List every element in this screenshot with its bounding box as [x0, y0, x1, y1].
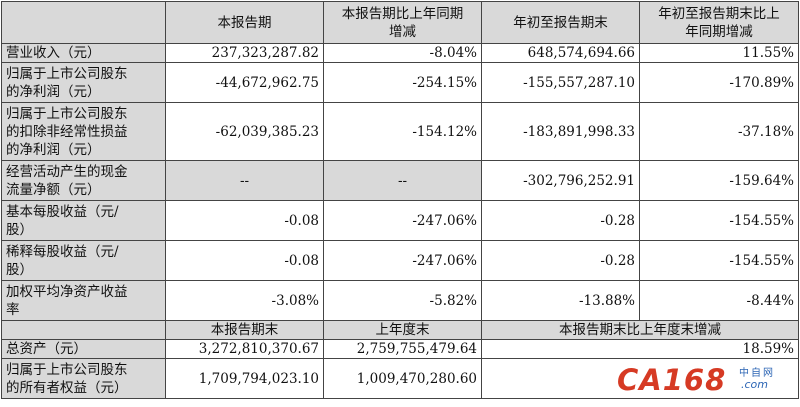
cell-value: -154.55% — [639, 200, 799, 241]
cell-value: -44,672,962.75 — [165, 62, 324, 103]
row-label: 加权平均净资产收益 率 — [1, 280, 166, 321]
financial-summary-table: 本报告期 本报告期比上年同期 增减 年初至报告期末 年初至报告期末比上 年同期增… — [1, 1, 799, 399]
cell-value: -0.28 — [481, 240, 640, 281]
cell-value: 648,574,694.66 — [481, 43, 640, 63]
cell-value: -247.06% — [323, 240, 482, 281]
row-label: 基本每股收益（元/ 股） — [1, 200, 166, 241]
cell-value: -254.15% — [323, 62, 482, 103]
cell-value: -247.06% — [323, 200, 482, 241]
cell-value: -154.55% — [639, 240, 799, 281]
row-label: 归属于上市公司股东 的扣除非经常性损益 的净利润（元） — [1, 102, 166, 161]
table-row: 经营活动产生的现金 流量净额（元） -- -- -302,796,252.91 … — [1, 160, 799, 201]
cell-value: -0.08 — [165, 200, 324, 241]
cell-value: 1,709,794,023.10 — [165, 358, 324, 399]
cell-value: -155,557,287.10 — [481, 62, 640, 103]
table-row: 总资产（元） 3,272,810,370.67 2,759,755,479.64… — [1, 339, 799, 359]
cell-value: -8.44% — [639, 280, 799, 321]
table-row: 营业收入（元） 237,323,287.82 -8.04% 648,574,69… — [1, 43, 799, 63]
header-current-period: 本报告期 — [165, 1, 324, 44]
header-ytd: 年初至报告期末 — [481, 1, 640, 44]
header-period-end: 本报告期末 — [165, 320, 324, 340]
table-row: 稀释每股收益（元/ 股） -0.08 -247.06% -0.28 -154.5… — [1, 240, 799, 281]
row-label: 总资产（元） — [1, 339, 166, 359]
header-row-1: 本报告期 本报告期比上年同期 增减 年初至报告期末 年初至报告期末比上 年同期增… — [1, 1, 799, 44]
table-row: 基本每股收益（元/ 股） -0.08 -247.06% -0.28 -154.5… — [1, 200, 799, 241]
row-label: 归属于上市公司股东 的净利润（元） — [1, 62, 166, 103]
table-row: 加权平均净资产收益 率 -3.08% -5.82% -13.88% -8.44% — [1, 280, 799, 321]
row-label: 归属于上市公司股东 的所有者权益（元） — [1, 358, 166, 399]
header-blank-cell — [1, 1, 166, 44]
cell-value: 18.59% — [481, 339, 799, 359]
header-ytd-yoy: 年初至报告期末比上 年同期增减 — [639, 1, 799, 44]
cell-value: -13.88% — [481, 280, 640, 321]
cell-value: -8.04% — [323, 43, 482, 63]
cell-value: 11.55% — [639, 43, 799, 63]
cell-value: -3.08% — [165, 280, 324, 321]
cell-value: -62,039,385.23 — [165, 102, 324, 161]
header-current-period-yoy: 本报告期比上年同期 增减 — [323, 1, 482, 44]
cell-value: 1,009,470,280.60 — [323, 358, 482, 399]
header-change-vs-prior-year-end: 本报告期末比上年度末增减 — [481, 320, 799, 340]
table-row: 归属于上市公司股东 的净利润（元） -44,672,962.75 -254.15… — [1, 62, 799, 103]
table-row: 归属于上市公司股东 的扣除非经常性损益 的净利润（元） -62,039,385.… — [1, 102, 799, 161]
cell-value: -0.08 — [165, 240, 324, 281]
row-label: 经营活动产生的现金 流量净额（元） — [1, 160, 166, 201]
header-prior-year-end: 上年度末 — [323, 320, 482, 340]
cell-value: -170.89% — [639, 62, 799, 103]
cell-value: -183,891,998.33 — [481, 102, 640, 161]
cell-value: -- — [323, 160, 482, 201]
cell-value: -0.28 — [481, 200, 640, 241]
cell-value: 3,272,810,370.67 — [165, 339, 324, 359]
cell-value: -- — [165, 160, 324, 201]
header-blank-cell — [1, 320, 166, 340]
cell-value: -302,796,252.91 — [481, 160, 640, 201]
cell-value: 237,323,287.82 — [165, 43, 324, 63]
row-label: 营业收入（元） — [1, 43, 166, 63]
cell-value: -5.82% — [323, 280, 482, 321]
cell-value: 2,759,755,479.64 — [323, 339, 482, 359]
cell-value: -37.18% — [639, 102, 799, 161]
table-row: 归属于上市公司股东 的所有者权益（元） 1,709,794,023.10 1,0… — [1, 358, 799, 399]
cell-value — [481, 358, 799, 399]
row-label: 稀释每股收益（元/ 股） — [1, 240, 166, 281]
cell-value: -159.64% — [639, 160, 799, 201]
header-row-2: 本报告期末 上年度末 本报告期末比上年度末增减 — [1, 320, 799, 340]
cell-value: -154.12% — [323, 102, 482, 161]
